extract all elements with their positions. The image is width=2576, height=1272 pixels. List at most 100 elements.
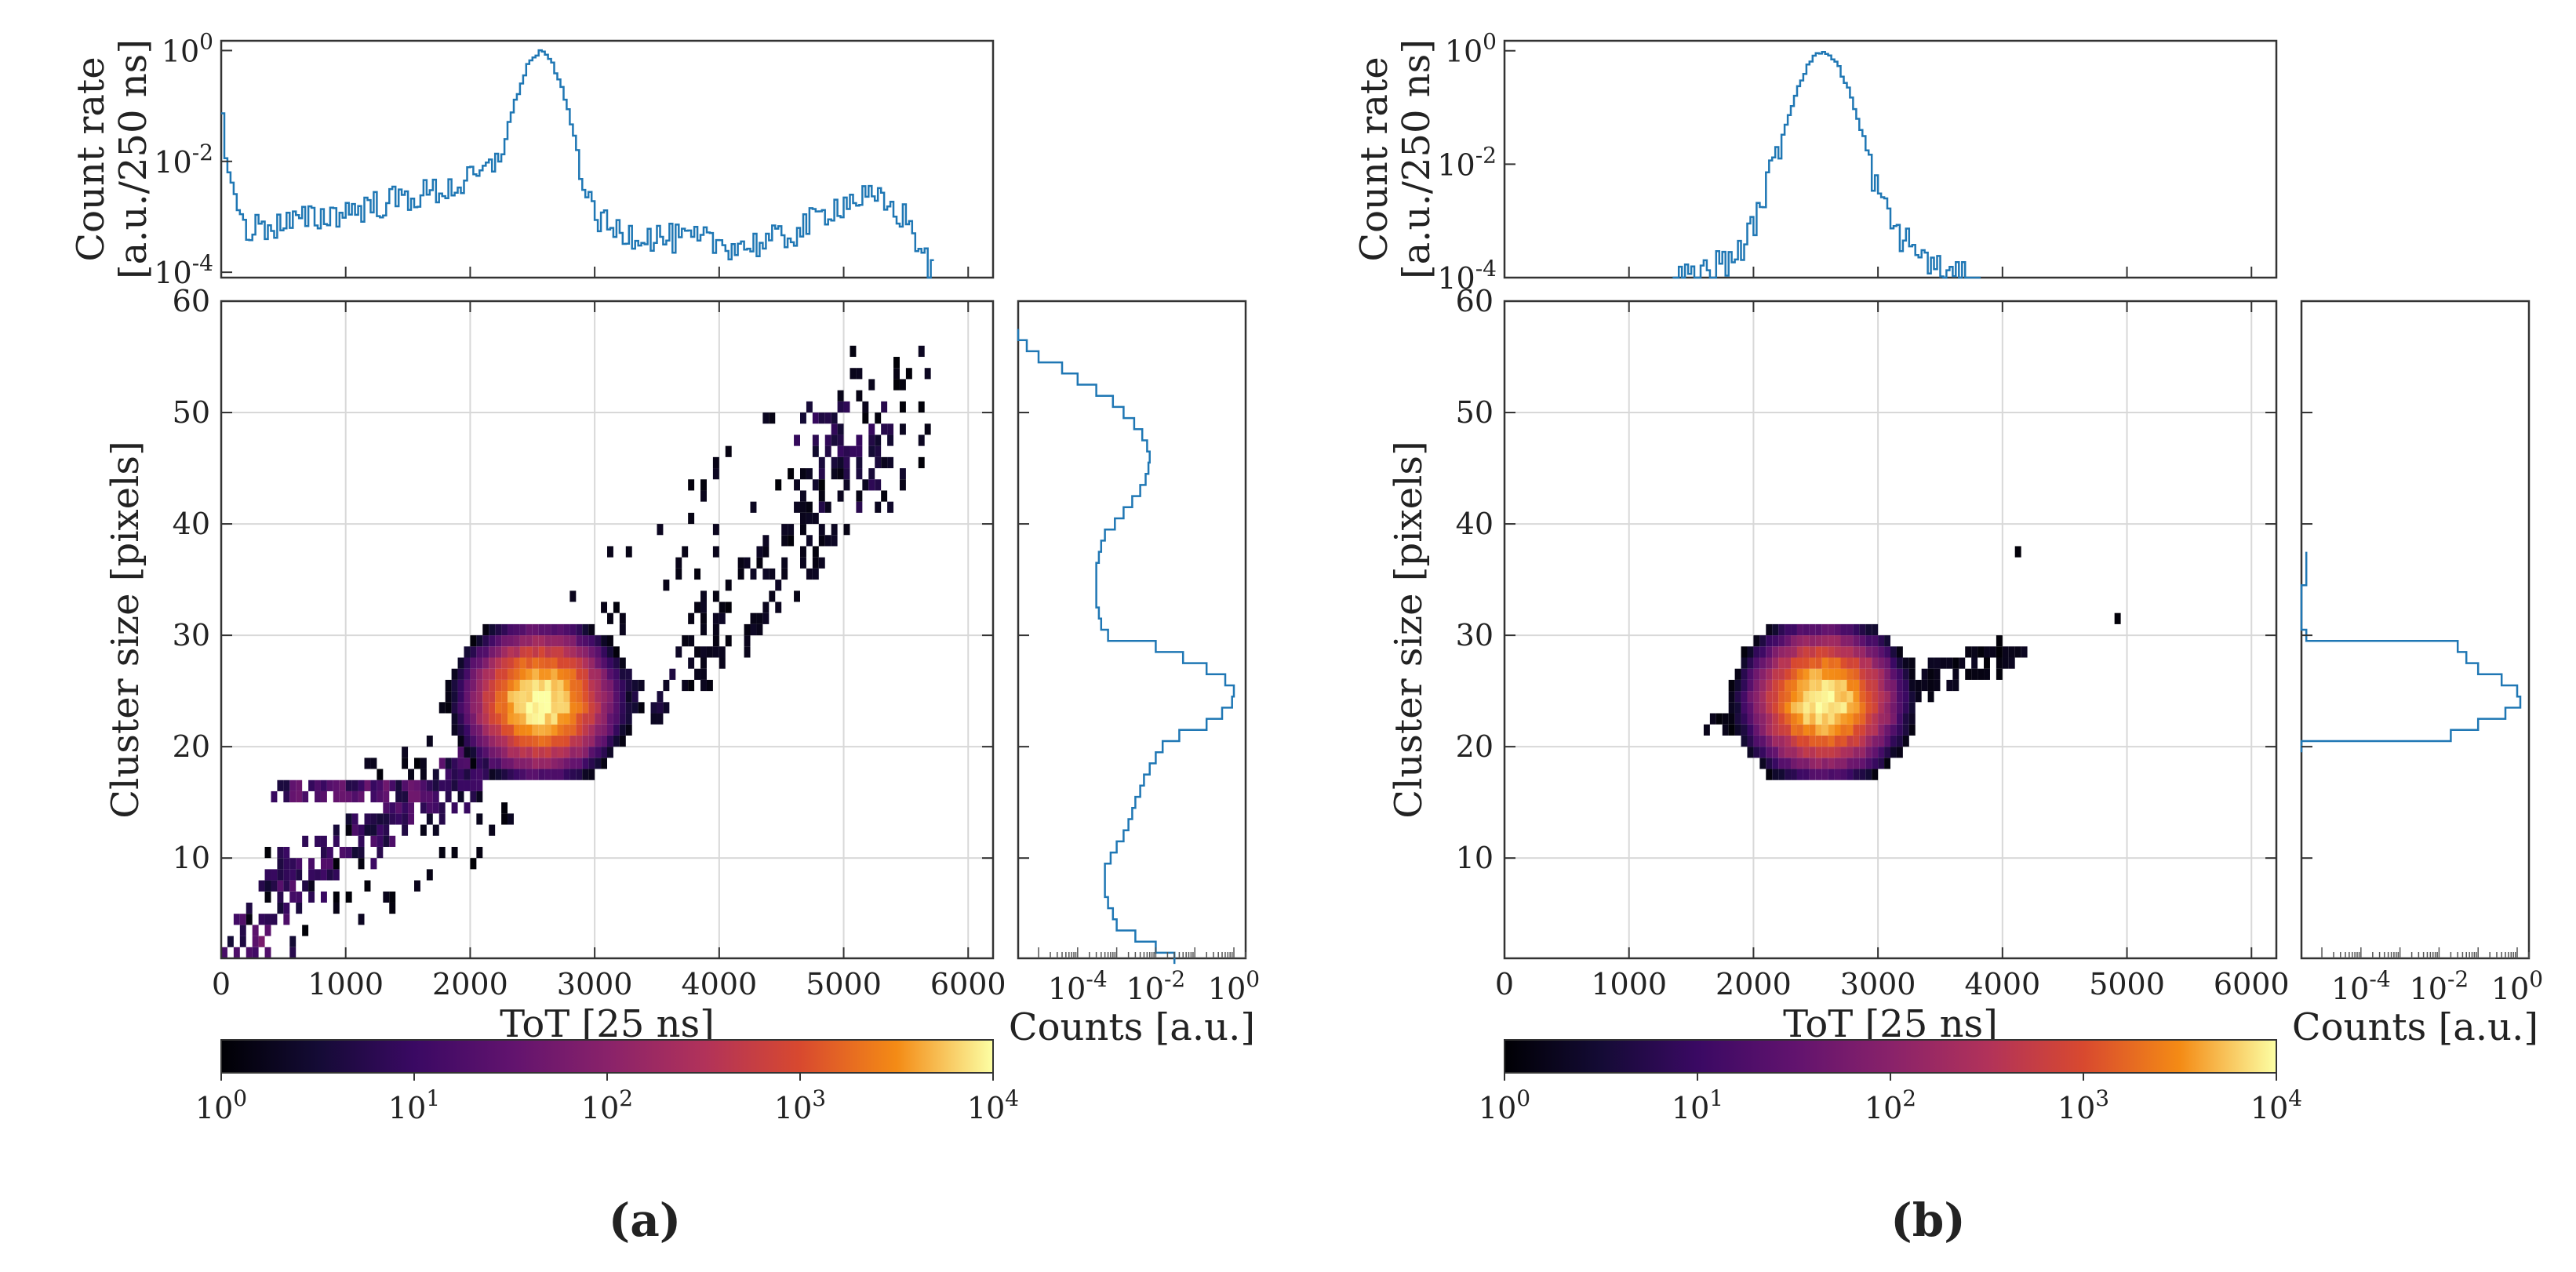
heatmap-cell <box>1846 635 1854 647</box>
heatmap-cell <box>489 724 496 736</box>
heatmap-cell <box>625 713 632 725</box>
heatmap-cell <box>289 790 297 803</box>
heatmap-cell <box>495 713 502 725</box>
heatmap-cell <box>457 747 464 758</box>
heatmap-cell <box>1908 713 1916 725</box>
heatmap-cell <box>377 813 384 825</box>
heatmap-cell <box>887 456 894 469</box>
heatmap-cell <box>532 635 539 647</box>
heatmap-cell <box>725 580 732 591</box>
heatmap-cell <box>538 691 545 703</box>
heatmap-cell <box>538 646 545 658</box>
heatmap-cell <box>1840 657 1847 669</box>
heatmap-cells <box>1703 546 2121 780</box>
heatmap-cell <box>613 679 620 692</box>
heatmap-cell <box>277 858 284 870</box>
heatmap-cell <box>1809 657 1816 669</box>
heatmap-cell <box>1766 735 1773 747</box>
heatmap-cell <box>619 668 626 680</box>
heatmap-cell <box>601 702 607 714</box>
heatmap-cell <box>862 401 869 413</box>
heatmap-cell <box>526 724 533 736</box>
heatmap-cell <box>1859 679 1866 692</box>
heatmap-cell <box>582 735 589 747</box>
heatmap-cell <box>1766 623 1773 636</box>
heatmap-cell <box>1766 691 1773 703</box>
heatmap-cell <box>1821 735 1828 747</box>
heatmap-cell <box>762 601 770 613</box>
heatmap-cell <box>588 747 595 758</box>
top-histogram-frame <box>1503 39 2278 279</box>
heatmap-cell <box>551 724 558 736</box>
heatmap-cell <box>1815 758 1822 769</box>
heatmap-cell <box>1785 623 1792 636</box>
heatmap-cell <box>544 702 551 714</box>
heatmap-cell <box>1840 758 1847 769</box>
heatmap-cell <box>588 657 595 669</box>
heatmap-cell <box>557 635 564 647</box>
heatmap-cell <box>476 747 483 758</box>
heatmap-cell <box>1796 691 1803 703</box>
heatmap-cell <box>1796 668 1803 680</box>
heatmap-cell <box>1785 702 1792 714</box>
heatmap-cell <box>1902 679 1909 692</box>
heatmap-cell <box>806 401 813 413</box>
heatmap-cell <box>551 646 558 658</box>
heatmap-cell <box>1908 702 1916 714</box>
heatmap-cell <box>476 758 483 769</box>
heatmap-cell <box>395 802 402 814</box>
heatmap-cell <box>856 434 863 446</box>
heatmap-cell <box>750 568 757 580</box>
heatmap-cell <box>326 869 333 881</box>
heatmap-cell <box>495 646 502 658</box>
heatmap-cell <box>725 635 732 647</box>
heatmap-cell <box>1896 691 1903 703</box>
heatmap-cell <box>576 657 583 669</box>
heatmap-background <box>1504 301 2276 958</box>
heatmap-cell <box>489 691 496 703</box>
heatmap-cell <box>1865 635 1872 647</box>
heatmap-cell <box>1840 735 1847 747</box>
heatmap-cell <box>1908 668 1916 680</box>
heatmap-cell <box>1785 646 1792 658</box>
heatmap-cell <box>682 679 689 692</box>
heatmap-cell <box>508 713 514 725</box>
heatmap-cell <box>315 790 321 803</box>
heatmap-cell <box>1809 679 1816 692</box>
heatmap-cell <box>489 824 496 836</box>
heatmap-cell <box>414 790 420 803</box>
heatmap-cell <box>1846 668 1854 680</box>
heatmap-cell <box>470 758 477 769</box>
x-tick-label: 2000 <box>432 967 508 1001</box>
heatmap-cell <box>464 724 471 736</box>
x-tick-label: 4000 <box>681 967 757 1001</box>
heatmap-cell <box>1821 635 1828 647</box>
heatmap-cell <box>532 724 539 736</box>
heatmap-cell <box>601 679 607 692</box>
heatmap-cell <box>532 657 539 669</box>
heatmap-cell <box>551 668 558 680</box>
heatmap-cell <box>1791 657 1797 669</box>
heatmap-cell <box>1846 657 1854 669</box>
heatmap-cell <box>657 691 664 703</box>
heatmap-cell <box>601 657 607 669</box>
heatmap-cell <box>1896 702 1903 714</box>
heatmap-cell <box>1840 747 1847 758</box>
heatmap-cell <box>1766 702 1773 714</box>
heatmap-cell <box>601 646 607 658</box>
heatmap-cell <box>333 891 340 903</box>
heatmap-cell <box>519 623 526 636</box>
heatmap-cell <box>532 679 539 692</box>
heatmap-cell <box>563 769 570 780</box>
heatmap-cell <box>1759 635 1766 647</box>
top-histogram-frame <box>220 39 995 279</box>
heatmap-cell <box>1803 679 1810 692</box>
heatmap-cell <box>607 612 613 624</box>
heatmap-cell <box>1778 657 1785 669</box>
heatmap-cell <box>843 401 850 413</box>
heatmap-cell <box>1908 657 1916 669</box>
heatmap-cell <box>843 456 850 469</box>
heatmap-cell <box>519 713 526 725</box>
heatmap-cell <box>1747 668 1754 680</box>
heatmap-cell <box>1872 747 1879 758</box>
